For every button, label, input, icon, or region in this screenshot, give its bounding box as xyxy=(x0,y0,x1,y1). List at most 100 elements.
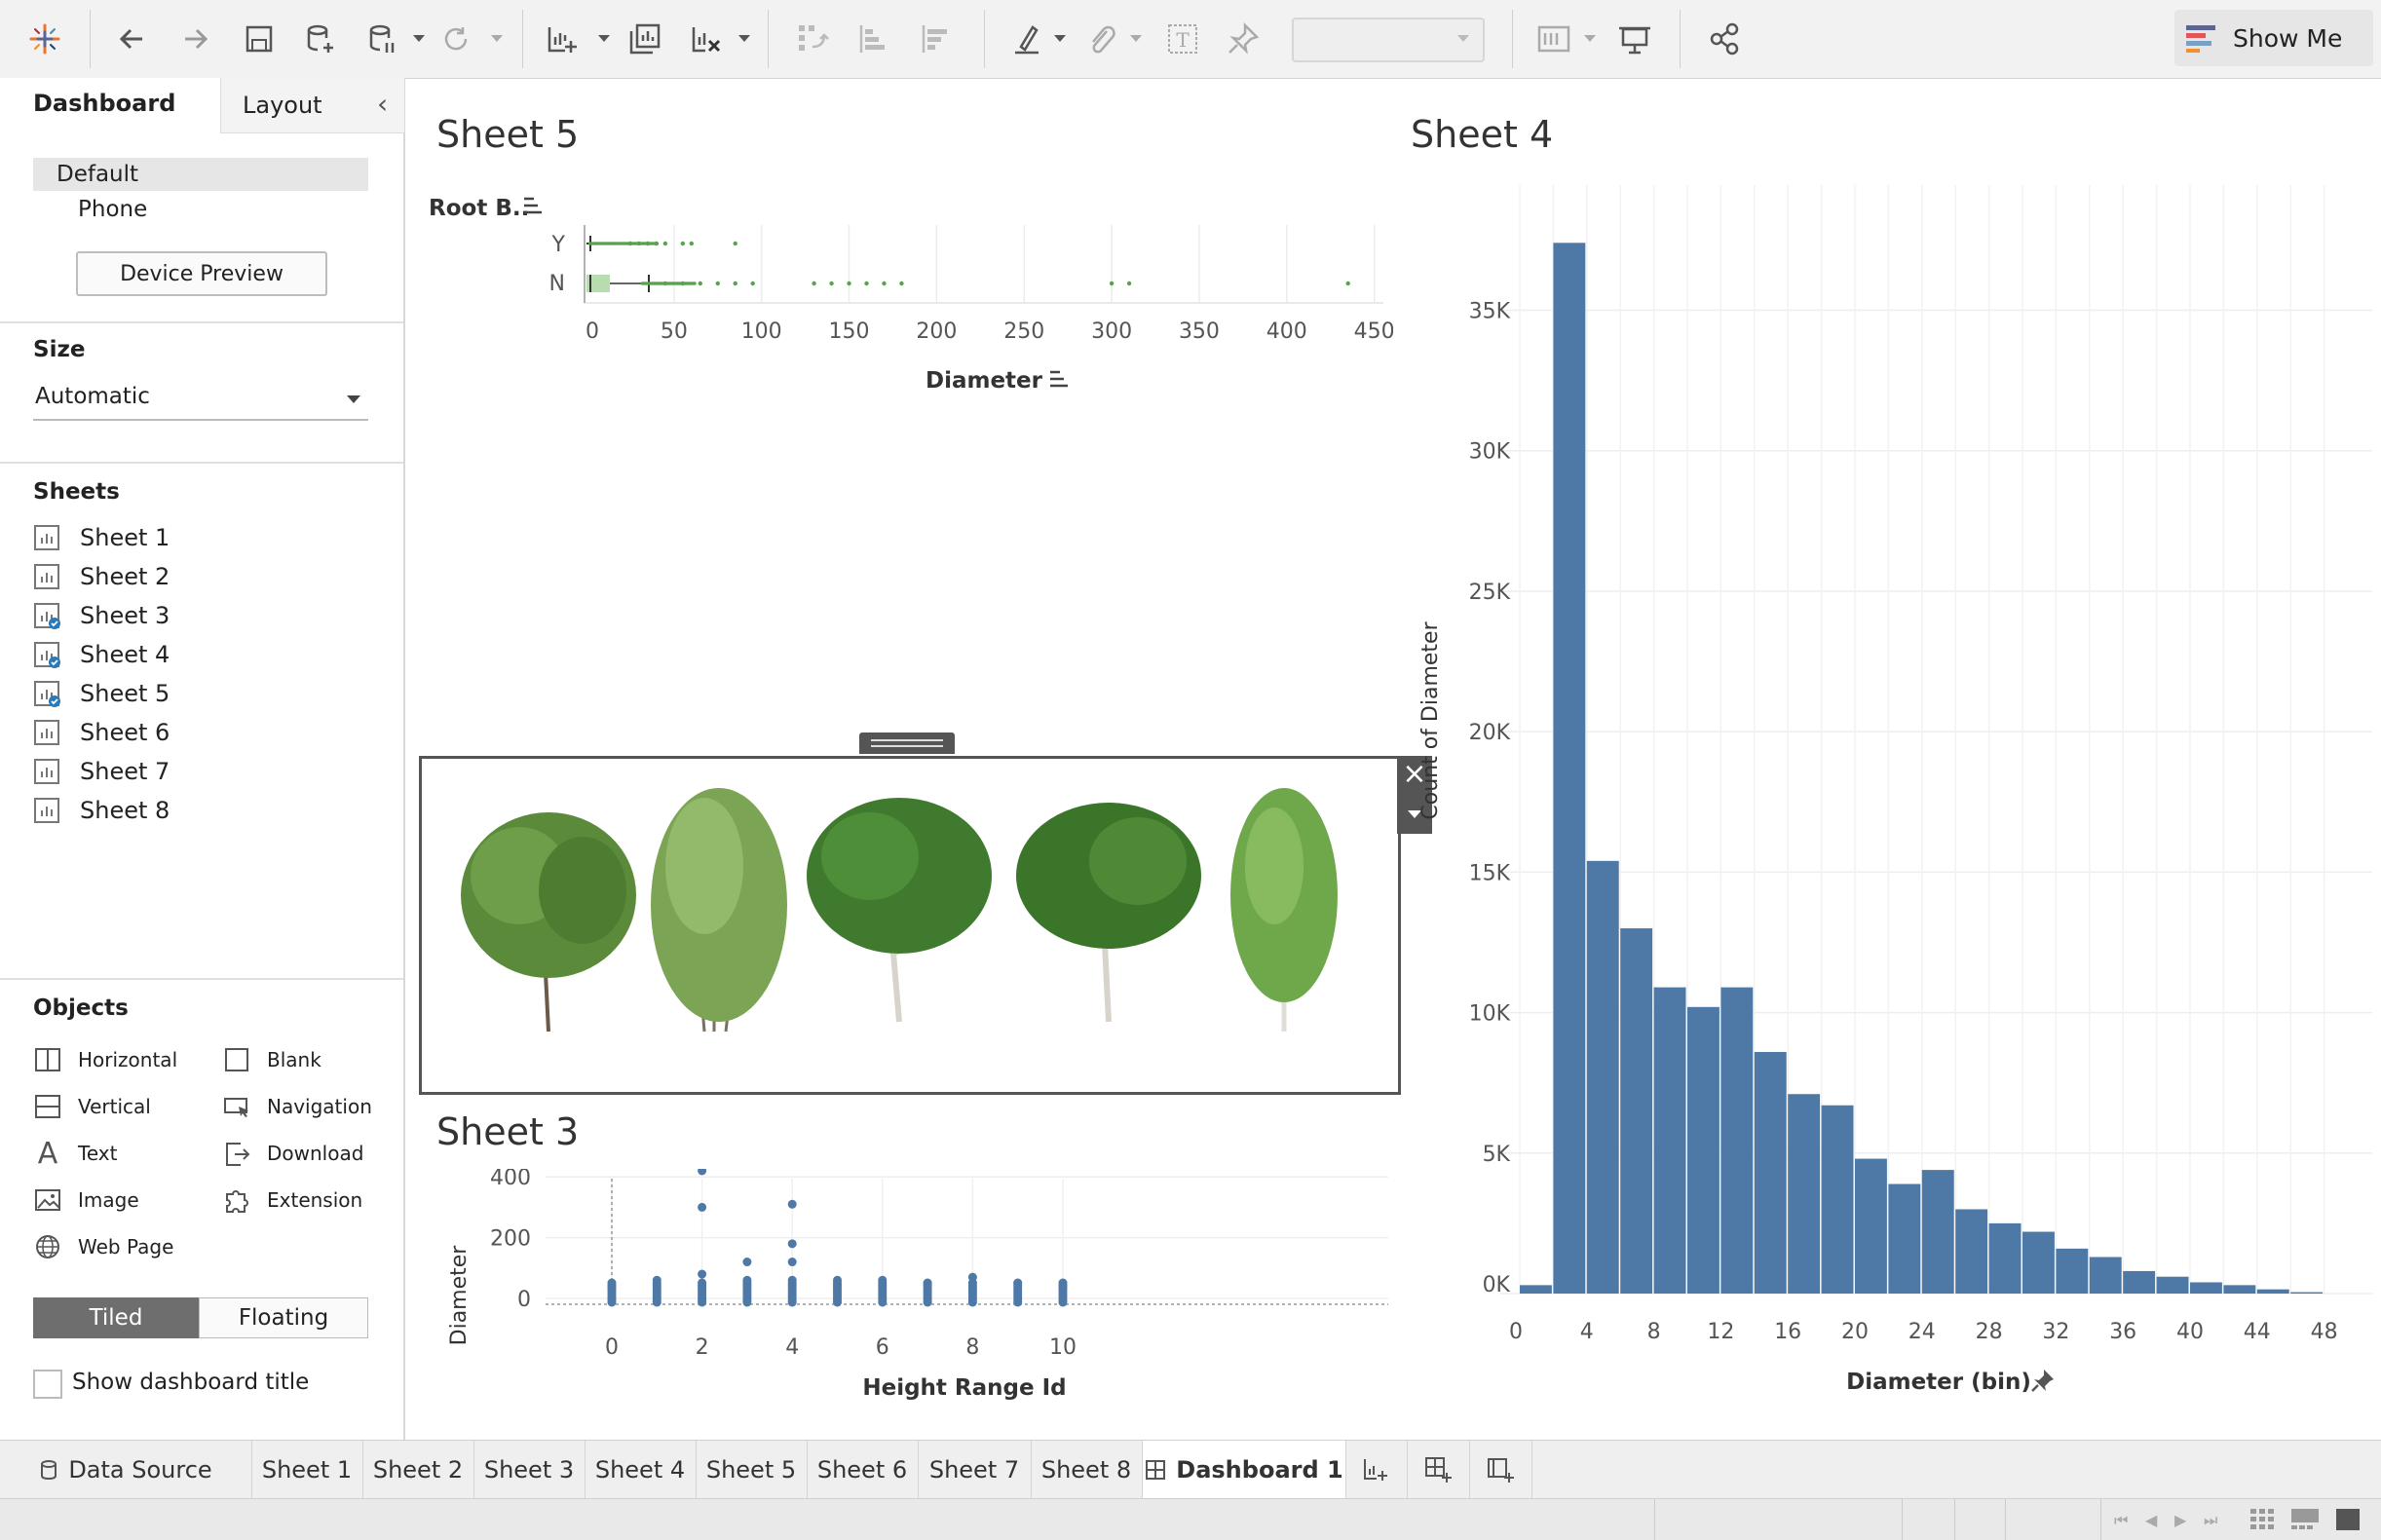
sheet-tab[interactable]: Sheet 7 xyxy=(918,1441,1032,1499)
save-icon[interactable] xyxy=(240,19,279,58)
data-point xyxy=(1058,1282,1068,1292)
sheet-tab[interactable]: Sheet 4 xyxy=(585,1441,697,1499)
x-tick-label: 28 xyxy=(1976,1320,2003,1344)
group-icon[interactable] xyxy=(1081,19,1120,58)
object-vertical[interactable]: Vertical xyxy=(33,1089,151,1124)
sheet-sorter-icon[interactable] xyxy=(2250,1509,2274,1530)
sort-descending-icon[interactable] xyxy=(916,19,955,58)
tableau-logo-icon[interactable] xyxy=(25,19,64,58)
data-point xyxy=(833,1275,842,1285)
swap-icon[interactable] xyxy=(793,19,832,58)
device-phone-item[interactable]: Phone xyxy=(33,193,368,226)
sheet-list-item[interactable]: Sheet 4 xyxy=(33,637,170,672)
next-sheet-icon[interactable]: ▶ xyxy=(2174,1511,2187,1529)
new-dashboard-tab-button[interactable] xyxy=(1407,1441,1470,1499)
previous-sheet-icon[interactable]: ◀ xyxy=(2145,1511,2158,1529)
worksheet-icon xyxy=(33,641,60,668)
new-worksheet-icon xyxy=(1364,1459,1387,1481)
x-tick-label: 0 xyxy=(605,1335,619,1360)
tab-dashboard[interactable]: Dashboard xyxy=(0,78,220,132)
labels-icon[interactable]: T xyxy=(1163,19,1202,58)
sort-ascending-icon[interactable] xyxy=(853,19,892,58)
drag-handle[interactable] xyxy=(859,732,955,754)
object-blank-label: Blank xyxy=(267,1048,321,1071)
object-navigation[interactable]: Navigation xyxy=(222,1089,372,1124)
sheet-tab[interactable]: Sheet 6 xyxy=(807,1441,919,1499)
collapse-panel-icon[interactable]: ‹ xyxy=(377,88,389,120)
share-icon[interactable] xyxy=(1705,19,1744,58)
histogram-bar xyxy=(1754,1051,1787,1294)
floating-toggle[interactable]: Floating xyxy=(199,1297,368,1338)
object-download[interactable]: Download xyxy=(222,1136,363,1171)
object-extension[interactable]: Extension xyxy=(222,1183,362,1218)
more-options-icon[interactable] xyxy=(1408,810,1421,818)
object-image[interactable]: Image xyxy=(33,1183,139,1218)
tabs-view-icon[interactable] xyxy=(2336,1509,2360,1530)
new-worksheet-icon[interactable] xyxy=(542,19,581,58)
pin-icon[interactable] xyxy=(1224,19,1263,58)
undo-icon[interactable] xyxy=(113,19,152,58)
sheet-list-item-label: Sheet 8 xyxy=(80,797,170,824)
highlight-icon[interactable] xyxy=(1007,19,1046,58)
sheet-tab[interactable]: Sheet 5 xyxy=(696,1441,808,1499)
sheet-list-item[interactable]: Sheet 3 xyxy=(33,598,170,633)
sheet-list-item-label: Sheet 7 xyxy=(80,758,170,785)
x-tick-label: 16 xyxy=(1774,1320,1801,1344)
fit-select[interactable] xyxy=(1292,18,1485,62)
sheet5-box-n[interactable] xyxy=(586,275,653,292)
sheet5-cat-y: Y xyxy=(551,233,566,257)
sheet4-bars[interactable] xyxy=(1520,243,2324,1294)
new-worksheet-tab-button[interactable] xyxy=(1344,1441,1408,1499)
sheet-tab[interactable]: Sheet 8 xyxy=(1031,1441,1143,1499)
first-sheet-icon[interactable]: ⏮ xyxy=(2114,1511,2129,1529)
sheet-list-item[interactable]: Sheet 6 xyxy=(33,715,170,750)
device-preview-button[interactable]: Device Preview xyxy=(76,251,327,296)
redo-icon[interactable] xyxy=(175,19,214,58)
show-me-button[interactable]: Show Me xyxy=(2174,10,2373,66)
sort-icon[interactable] xyxy=(524,197,542,214)
object-web-page[interactable]: Web Page xyxy=(33,1229,173,1264)
presentation-icon[interactable] xyxy=(1615,19,1654,58)
tab-layout[interactable]: Layout ‹ xyxy=(220,78,404,133)
clear-sheet-icon[interactable] xyxy=(686,19,725,58)
new-story-tab-button[interactable] xyxy=(1469,1441,1532,1499)
object-text[interactable]: A Text xyxy=(33,1136,118,1171)
image-container[interactable] xyxy=(419,756,1401,1095)
sheet5-outliers[interactable] xyxy=(587,241,1350,286)
pause-updates-icon[interactable] xyxy=(362,19,401,58)
tab-dashboard-1[interactable]: Dashboard 1 xyxy=(1142,1441,1346,1499)
sheet-list-item[interactable]: Sheet 2 xyxy=(33,559,170,594)
object-horizontal[interactable]: Horizontal xyxy=(33,1042,177,1077)
sort-icon[interactable] xyxy=(1050,370,1068,388)
sheet3-points[interactable] xyxy=(607,1169,1068,1307)
last-sheet-icon[interactable]: ⏭ xyxy=(2204,1511,2218,1529)
refresh-icon[interactable] xyxy=(436,19,475,58)
show-cards-icon[interactable] xyxy=(1535,19,1574,58)
tab-layout-label: Layout xyxy=(243,92,322,119)
sheet-tab[interactable]: Sheet 1 xyxy=(251,1441,363,1499)
tab-data-source[interactable]: Data Source xyxy=(0,1441,252,1499)
x-tick-label: 350 xyxy=(1179,319,1220,344)
duplicate-sheet-icon[interactable] xyxy=(625,19,664,58)
close-icon[interactable]: × xyxy=(1402,757,1427,791)
sheet5-boxplot[interactable]: Root B.. Y N 0 50 100 150 200 250 300 350 400 450… xyxy=(419,181,1393,405)
sheet-list-item[interactable]: Sheet 5 xyxy=(33,676,170,711)
sheet-list-item[interactable]: Sheet 8 xyxy=(33,793,170,828)
sheet-tab[interactable]: Sheet 3 xyxy=(473,1441,586,1499)
new-datasource-icon[interactable] xyxy=(300,19,339,58)
size-select[interactable]: Automatic xyxy=(33,380,368,421)
filmstrip-icon[interactable] xyxy=(2291,1509,2319,1530)
sheet3-scatter[interactable]: Diameter 400 200 0 0 2 4 6 8 10 Height Range Id xyxy=(429,1169,1403,1422)
device-default-item[interactable]: Default xyxy=(33,158,368,191)
object-text-label: Text xyxy=(78,1142,118,1165)
object-blank[interactable]: Blank xyxy=(222,1042,321,1077)
sheet-tab[interactable]: Sheet 2 xyxy=(362,1441,474,1499)
outlier-point xyxy=(882,281,887,286)
show-dashboard-title-checkbox[interactable] xyxy=(33,1370,62,1399)
vertical-icon xyxy=(33,1092,62,1121)
sheet4-histogram[interactable]: Count of Diameter 35K 30K 25K 20K 15K 10K 5K 0K… xyxy=(1403,175,2377,1412)
sheet-list-item[interactable]: Sheet 1 xyxy=(33,520,170,555)
pin-icon[interactable] xyxy=(2031,1370,2054,1392)
tiled-toggle[interactable]: Tiled xyxy=(33,1297,199,1338)
sheet-list-item[interactable]: Sheet 7 xyxy=(33,754,170,789)
